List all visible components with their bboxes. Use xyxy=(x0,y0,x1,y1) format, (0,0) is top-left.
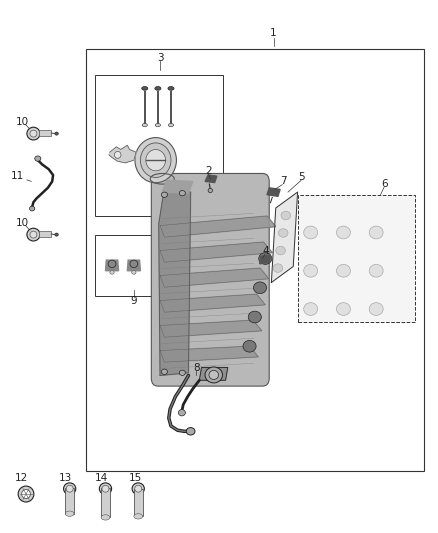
Text: 10: 10 xyxy=(16,117,29,127)
Ellipse shape xyxy=(336,303,350,316)
Ellipse shape xyxy=(248,311,261,323)
Polygon shape xyxy=(159,188,191,375)
Ellipse shape xyxy=(155,124,160,127)
Ellipse shape xyxy=(18,486,34,502)
Polygon shape xyxy=(205,175,217,182)
Ellipse shape xyxy=(243,341,256,352)
Bar xyxy=(134,489,143,516)
Polygon shape xyxy=(127,260,141,271)
Text: 12: 12 xyxy=(15,473,28,482)
Ellipse shape xyxy=(369,226,383,239)
Ellipse shape xyxy=(55,132,58,135)
Ellipse shape xyxy=(134,514,143,519)
Text: 5: 5 xyxy=(299,172,305,182)
Ellipse shape xyxy=(135,138,177,183)
Ellipse shape xyxy=(35,156,41,161)
Ellipse shape xyxy=(168,124,173,127)
Ellipse shape xyxy=(336,226,350,239)
Ellipse shape xyxy=(304,226,318,239)
Polygon shape xyxy=(272,192,297,282)
Ellipse shape xyxy=(101,515,110,520)
Ellipse shape xyxy=(161,369,167,374)
Bar xyxy=(65,488,74,514)
Ellipse shape xyxy=(21,489,30,498)
Polygon shape xyxy=(160,216,276,237)
Text: 3: 3 xyxy=(157,53,163,63)
Ellipse shape xyxy=(205,367,223,383)
Ellipse shape xyxy=(29,206,35,211)
FancyBboxPatch shape xyxy=(151,173,269,386)
Ellipse shape xyxy=(55,233,58,236)
Polygon shape xyxy=(106,260,119,271)
Text: 10: 10 xyxy=(16,218,29,228)
Ellipse shape xyxy=(99,483,112,495)
Ellipse shape xyxy=(30,231,37,238)
Ellipse shape xyxy=(27,228,40,241)
Text: 11: 11 xyxy=(11,171,24,181)
Text: 2: 2 xyxy=(205,166,212,176)
Ellipse shape xyxy=(30,130,37,137)
Bar xyxy=(297,195,416,322)
Ellipse shape xyxy=(254,282,267,294)
Polygon shape xyxy=(162,180,193,193)
Ellipse shape xyxy=(132,483,145,495)
Text: 7: 7 xyxy=(280,176,287,187)
Bar xyxy=(101,488,110,518)
Polygon shape xyxy=(160,268,269,287)
Ellipse shape xyxy=(178,409,185,416)
Polygon shape xyxy=(260,255,271,264)
Text: 14: 14 xyxy=(95,473,108,482)
Ellipse shape xyxy=(304,264,318,277)
Ellipse shape xyxy=(161,192,167,197)
Ellipse shape xyxy=(281,211,290,220)
Ellipse shape xyxy=(102,485,109,492)
Ellipse shape xyxy=(114,151,121,158)
Text: 8: 8 xyxy=(193,362,200,373)
Ellipse shape xyxy=(336,264,350,277)
Polygon shape xyxy=(109,146,136,163)
Ellipse shape xyxy=(186,427,195,435)
Ellipse shape xyxy=(110,270,114,274)
Polygon shape xyxy=(160,294,265,312)
Bar xyxy=(39,130,51,136)
Ellipse shape xyxy=(276,246,286,255)
Ellipse shape xyxy=(64,483,76,495)
Bar xyxy=(86,49,424,471)
Ellipse shape xyxy=(208,188,212,192)
Ellipse shape xyxy=(155,86,161,90)
Polygon shape xyxy=(267,188,280,196)
Text: 4: 4 xyxy=(263,246,269,255)
Text: 1: 1 xyxy=(270,28,277,38)
Text: 13: 13 xyxy=(59,473,72,482)
Ellipse shape xyxy=(135,485,142,492)
Ellipse shape xyxy=(259,253,272,264)
Ellipse shape xyxy=(142,86,148,90)
Ellipse shape xyxy=(65,511,74,516)
Ellipse shape xyxy=(141,143,171,177)
Text: 6: 6 xyxy=(381,179,388,189)
Ellipse shape xyxy=(168,86,174,90)
Bar xyxy=(95,235,171,296)
Bar xyxy=(95,75,223,216)
Ellipse shape xyxy=(179,370,185,375)
Text: 15: 15 xyxy=(128,473,142,482)
Ellipse shape xyxy=(142,124,148,127)
Ellipse shape xyxy=(304,303,318,316)
Polygon shape xyxy=(199,368,228,380)
Ellipse shape xyxy=(279,229,288,237)
Ellipse shape xyxy=(209,370,219,379)
Ellipse shape xyxy=(146,150,166,171)
Ellipse shape xyxy=(179,190,185,196)
Ellipse shape xyxy=(369,303,383,316)
Polygon shape xyxy=(160,242,272,262)
Ellipse shape xyxy=(369,264,383,277)
Ellipse shape xyxy=(27,127,40,140)
Ellipse shape xyxy=(273,264,283,272)
Polygon shape xyxy=(160,346,258,362)
Ellipse shape xyxy=(132,270,136,274)
Ellipse shape xyxy=(66,485,73,492)
Bar xyxy=(39,231,51,237)
Text: 9: 9 xyxy=(131,296,137,306)
Polygon shape xyxy=(160,320,262,337)
